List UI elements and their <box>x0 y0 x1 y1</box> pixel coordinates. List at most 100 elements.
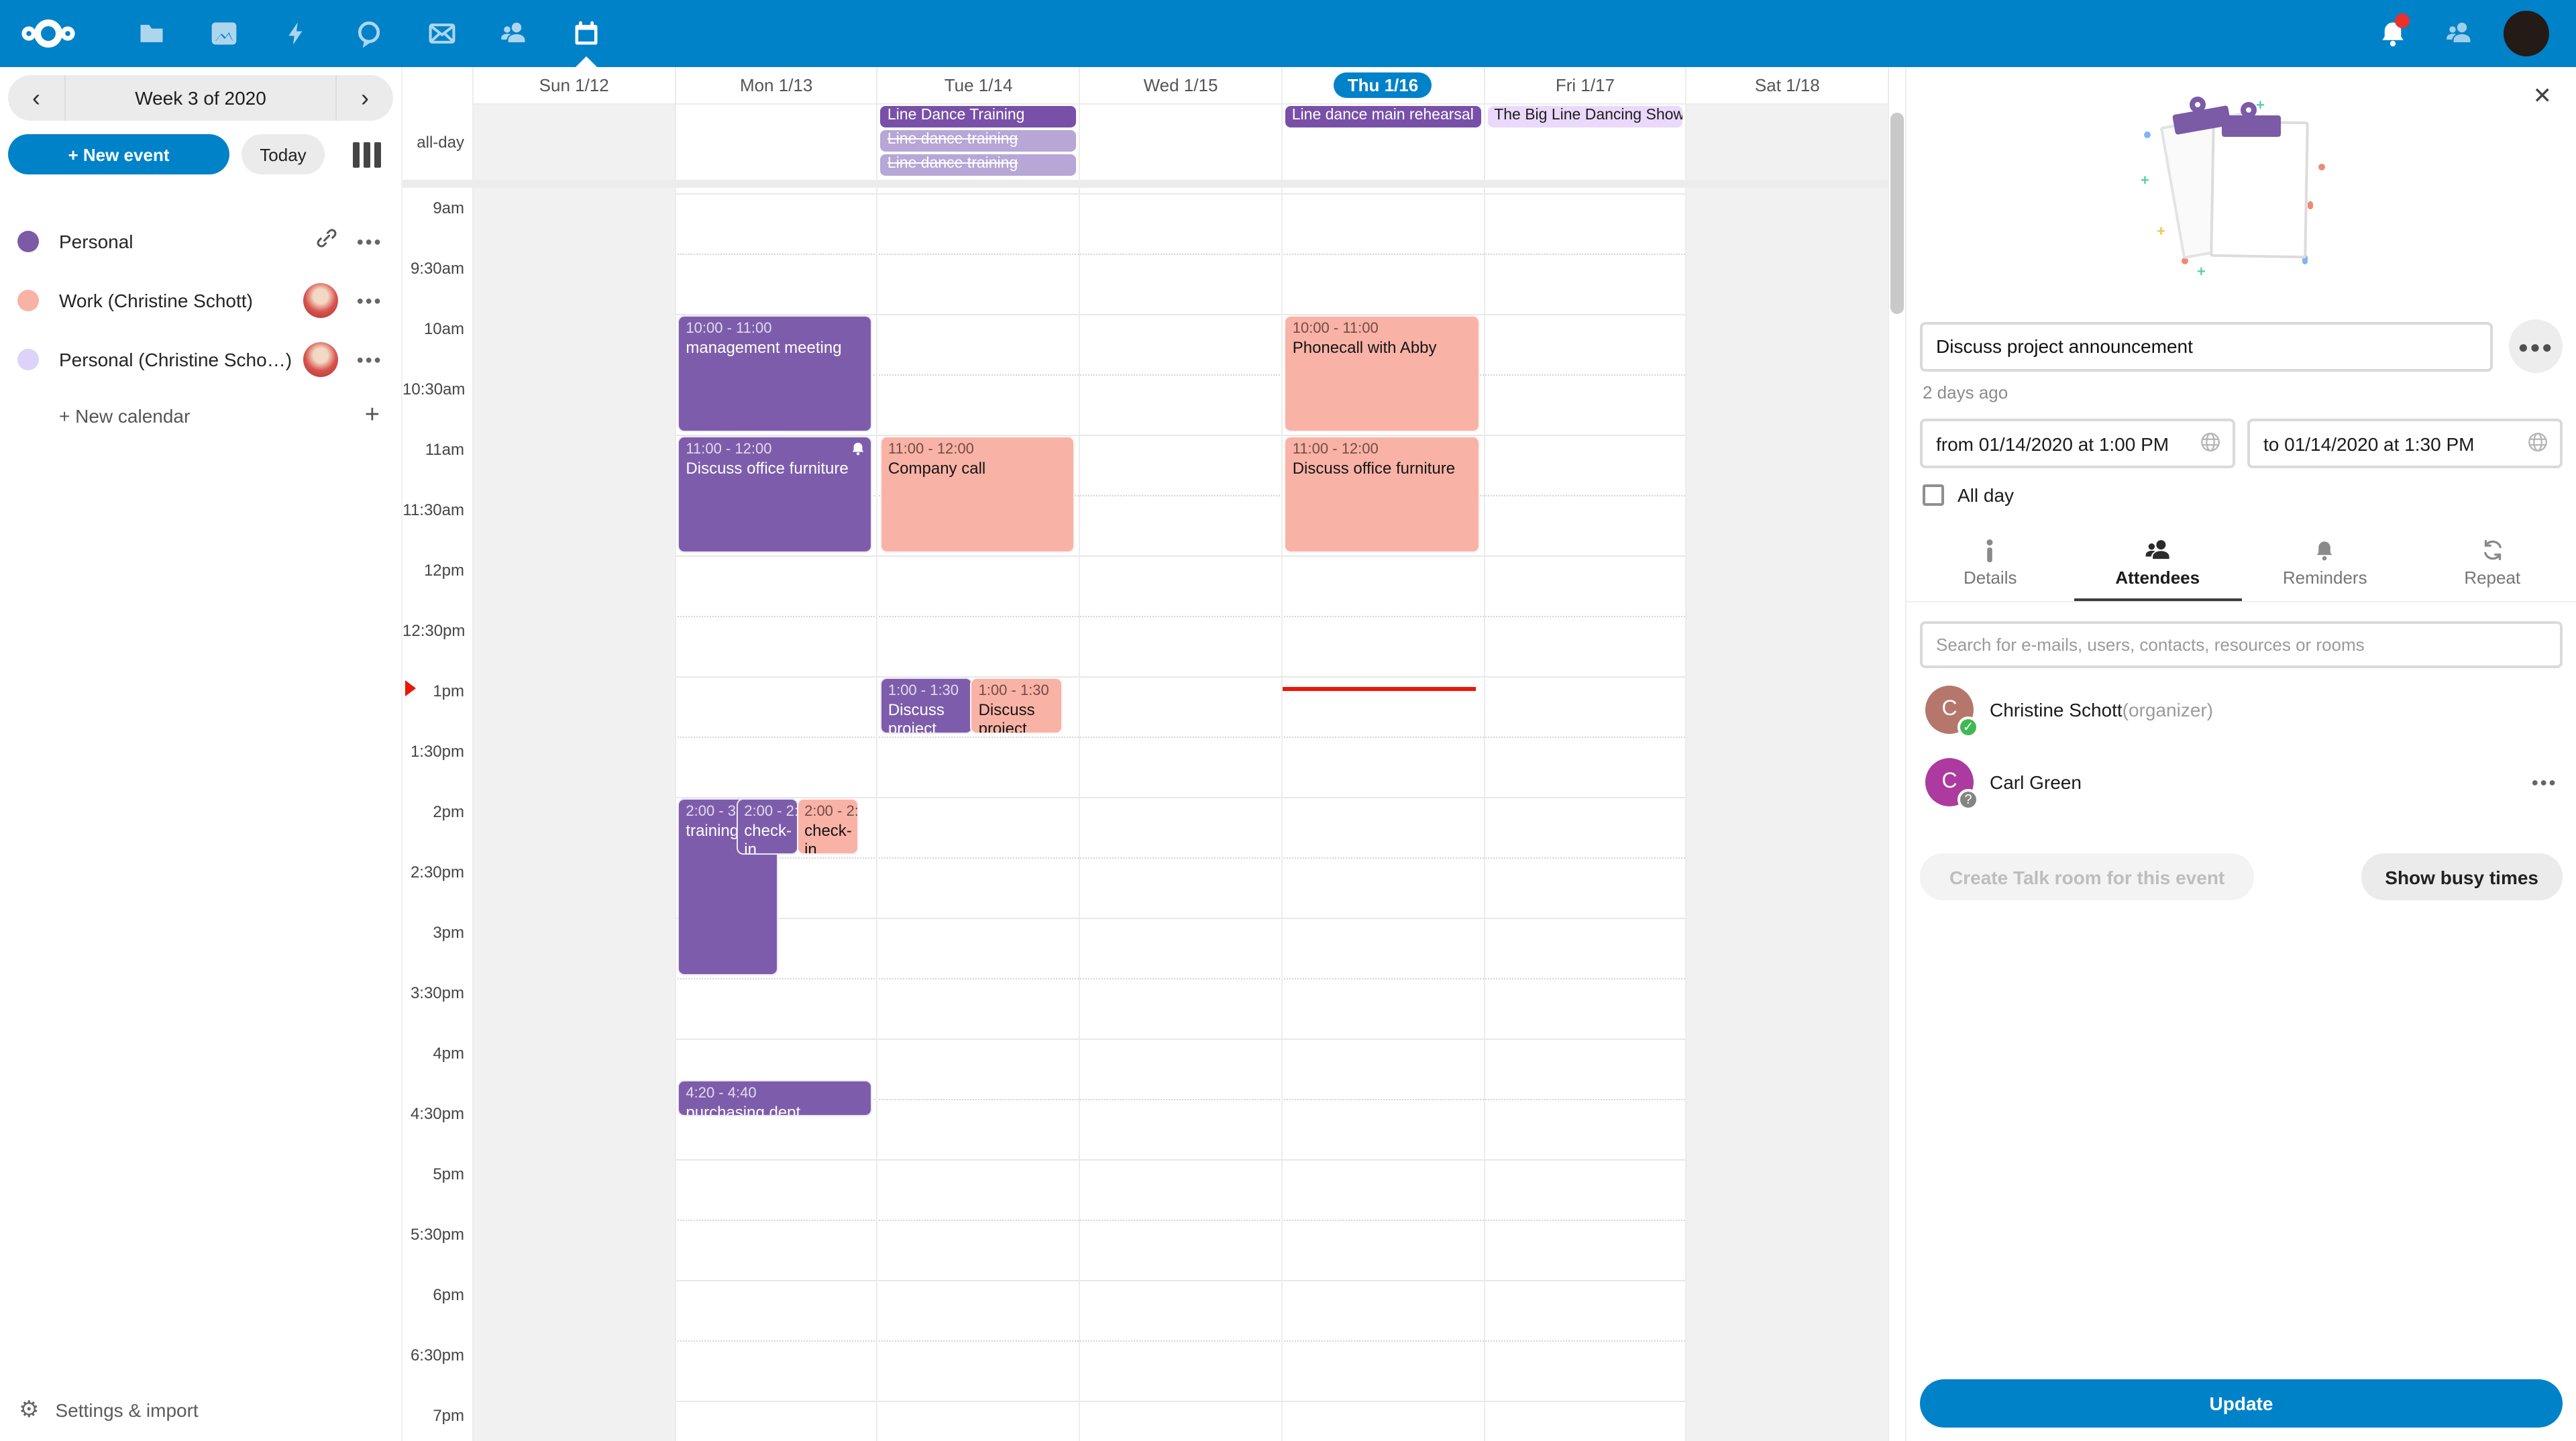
app-photos-button[interactable] <box>188 0 260 67</box>
create-talk-room-button[interactable]: Create Talk room for this event <box>1920 853 2255 900</box>
scrollbar-thumb[interactable] <box>1890 113 1904 314</box>
new-event-button[interactable]: + New event <box>8 134 229 174</box>
app-activity-button[interactable] <box>260 0 333 67</box>
all-day-row: all-day Line Dance Training Line dance tr… <box>402 105 1905 188</box>
nextcloud-logo-icon[interactable] <box>19 0 78 67</box>
calendar-event[interactable]: 2:00 - 2:30check-in <box>736 798 799 855</box>
calendar-event[interactable]: 11:00 - 12:00 Company call <box>879 436 1075 553</box>
share-link-icon[interactable] <box>315 227 337 256</box>
event-title: Company call <box>888 459 986 478</box>
week-view-toggle-icon[interactable] <box>353 142 381 167</box>
time-label: 6pm <box>433 1285 464 1304</box>
current-time-line <box>1282 686 1476 690</box>
attendee-search-input[interactable] <box>1920 621 2563 668</box>
calendar-scrollbar[interactable] <box>1889 107 1905 1441</box>
attendee-menu-icon[interactable]: ●●● <box>2531 776 2557 789</box>
start-date-field[interactable]: from 01/14/2020 at 1:00 PM <box>1920 419 2235 468</box>
calendar-event[interactable]: 4:20 - 4:40 purchasing dept <box>678 1080 873 1116</box>
attendee-name: Christine Schott <box>1990 699 2123 720</box>
tab-reminders[interactable]: Reminders <box>2241 530 2409 601</box>
event-title: Discuss office furniture <box>1292 459 1456 478</box>
time-label: 7pm <box>433 1406 464 1425</box>
app-mail-button[interactable] <box>405 0 478 67</box>
app-talk-button[interactable] <box>333 0 405 67</box>
calendar-menu-icon[interactable]: ●●● <box>356 235 382 248</box>
time-label: 9am <box>433 199 464 217</box>
day-header: Fri 1/17 <box>1483 67 1685 103</box>
calendar-name: Work (Christine Schott) <box>59 290 253 311</box>
notifications-bell-icon[interactable] <box>2359 0 2426 67</box>
calendar-event[interactable]: 11:00 - 12:00 Discuss office furniture <box>1284 436 1480 553</box>
all-day-cells: Line Dance Training Line dance training Li… <box>472 105 1890 180</box>
day-column: 10:00 - 11:00 management meeting 11:00 - 1… <box>674 188 876 1441</box>
event-time: 1:00 - 1:30 <box>888 683 959 699</box>
all-day-event[interactable]: The Big Line Dancing Show <box>1487 106 1683 127</box>
checkbox-unchecked[interactable] <box>1923 484 1944 506</box>
tab-attendees[interactable]: Attendees <box>2074 530 2241 601</box>
day-header-label: Sat 1/18 <box>1754 75 1820 95</box>
all-day-event[interactable]: Line Dance Training <box>880 106 1077 127</box>
new-calendar-button[interactable]: + New calendar + <box>0 389 401 443</box>
day-header: Tue 1/14 <box>876 67 1079 103</box>
calendar-color-dot <box>17 231 39 252</box>
time-label: 3:30pm <box>410 983 464 1002</box>
settings-import-button[interactable]: ⚙ Settings & import <box>0 1379 401 1441</box>
all-day-event[interactable]: Line dance main rehearsal <box>1285 106 1481 127</box>
today-button[interactable]: Today <box>241 134 325 174</box>
day-header-label: Mon 1/13 <box>739 75 813 95</box>
event-time: 11:00 - 12:00 <box>1292 441 1379 458</box>
calendar-menu-icon[interactable]: ●●● <box>356 353 382 366</box>
editor-tabs: Details Attendees Reminders Repeat <box>1907 530 2576 602</box>
day-header: Mon 1/13 <box>674 67 876 103</box>
end-date-field[interactable]: to 01/14/2020 at 1:30 PM <box>2247 419 2563 468</box>
calendar-list-item[interactable]: Work (Christine Schott) ●●● <box>0 271 401 330</box>
plus-icon: + <box>364 401 380 429</box>
close-icon[interactable]: ✕ <box>2532 83 2553 109</box>
all-day-event[interactable]: Line dance training <box>880 130 1077 152</box>
event-time: 4:20 - 4:40 <box>686 1085 757 1102</box>
calendar-event[interactable]: 10:00 - 11:00 Phonecall with Abby <box>1284 315 1480 432</box>
active-app-caret <box>576 56 597 67</box>
end-date-value: to 01/14/2020 at 1:30 PM <box>2263 433 2475 454</box>
app-files-button[interactable] <box>115 0 188 67</box>
tab-details[interactable]: Details <box>1907 530 2074 601</box>
timezone-globe-icon[interactable] <box>2199 430 2222 457</box>
time-label: 1pm <box>433 682 464 700</box>
event-title-input[interactable] <box>1920 321 2493 371</box>
all-day-checkbox[interactable]: All day <box>1907 468 2576 506</box>
event-actions-menu-icon[interactable]: ●●● <box>2509 319 2563 373</box>
app-calendar-button[interactable] <box>550 0 623 67</box>
talk-icon <box>358 21 380 48</box>
topbar-right-icons <box>2359 0 2576 67</box>
previous-week-button[interactable]: ‹ <box>32 84 40 111</box>
week-label[interactable]: Week 3 of 2020 <box>64 75 337 121</box>
next-week-button[interactable]: › <box>361 84 369 111</box>
calendar-list-item[interactable]: Personal (Christine Scho…) ●●● <box>0 330 401 389</box>
show-busy-times-button[interactable]: Show busy times <box>2361 853 2563 900</box>
tab-repeat[interactable]: Repeat <box>2409 530 2576 601</box>
calendar-event[interactable]: 10:00 - 11:00 management meeting <box>678 315 873 432</box>
calendar-name: Personal (Christine Scho…) <box>59 349 292 370</box>
update-button[interactable]: Update <box>1920 1379 2563 1428</box>
all-day-cell <box>1079 105 1281 180</box>
calendar-list-item[interactable]: Personal ●●● <box>0 212 401 271</box>
attendee-list: C ✓ Christine Schott (organizer) C? Carl Gree… <box>1907 668 2576 818</box>
calendar-event[interactable]: 11:00 - 12:00 Discuss office furniture <box>678 436 873 553</box>
calendar-icon <box>575 21 598 45</box>
app-contacts-button[interactable] <box>478 0 550 67</box>
settings-label: Settings & import <box>55 1399 199 1421</box>
start-date-value: from 01/14/2020 at 1:00 PM <box>1936 433 2169 454</box>
attendee-row: C ✓ Christine Schott (organizer) <box>1907 674 2576 746</box>
time-label: 4pm <box>433 1044 464 1063</box>
calendar-event[interactable]: 2:00 - 2:30check-in <box>796 798 859 855</box>
user-avatar[interactable] <box>2493 0 2560 67</box>
all-day-event[interactable]: Line dance training <box>880 154 1077 176</box>
calendar-menu-icon[interactable]: ●●● <box>356 294 382 307</box>
event-illustration: + + + + <box>2141 95 2342 280</box>
day-column: 11:00 - 12:00 Company call 1:00 - 1:30 Disc… <box>876 188 1079 1441</box>
timezone-globe-icon[interactable] <box>2526 430 2549 457</box>
contacts-menu-icon[interactable] <box>2426 0 2493 67</box>
calendar-row-actions: ●●● <box>303 342 382 377</box>
